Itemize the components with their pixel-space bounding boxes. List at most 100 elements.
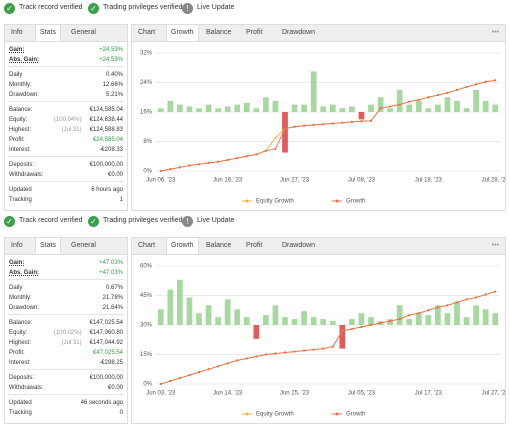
stat-value: €124,638.44 [89,117,123,123]
menu[interactable]: ••• [491,242,499,249]
tab[interactable]: Balance [206,29,232,36]
tab[interactable]: General [71,242,96,249]
menu[interactable]: ••• [491,29,499,36]
stat-value: €147,044.92 [89,340,123,346]
bar [339,325,346,349]
point [360,325,363,329]
tab[interactable]: General [71,29,96,36]
stat-note: (Jul 31) [61,340,82,346]
point [159,382,162,386]
separator [8,369,124,370]
point [360,120,363,123]
stat-value: 21.64% [102,305,123,311]
stat-value: -€298.25 [99,360,123,366]
tab[interactable]: Growth [166,25,199,41]
stat-label: Deposits: [9,375,35,381]
bar [473,305,479,325]
tab[interactable]: Chart [138,29,156,36]
stat-row: Gain: +24.59% [9,45,123,55]
stat-row: Balance: €124,585.04 [9,105,123,115]
bar [282,317,288,325]
stat-value: 6 hours ago [91,187,123,193]
bar [196,313,202,325]
point [341,121,344,124]
point [436,306,439,309]
stat-row: Equity: €124,638.44 (100.04%) [9,115,123,125]
bar [482,100,489,112]
bar [205,305,212,325]
y-tick-label: 0% [143,382,152,388]
point [379,321,382,325]
stat-row: Profit: €24,585.04 [9,135,123,145]
tab[interactable]: Growth [166,238,199,254]
separator [8,314,124,315]
stat-value: €124,585.04 [89,107,123,113]
point [427,309,430,312]
point [188,164,191,167]
stat-value: €100,000.00 [89,375,123,381]
tab[interactable]: Drawdown [282,242,316,249]
bar [291,319,298,325]
tab[interactable]: Balance [206,242,232,249]
bar [320,319,327,325]
tab[interactable]: Info [11,242,23,249]
bar [177,279,183,325]
bar [157,309,164,325]
stat-value: €47,025.54 [92,350,123,356]
separator [8,279,124,280]
bar [177,104,183,112]
tab[interactable]: Info [11,29,23,36]
stat-value: +24.59% [99,57,123,63]
point [303,124,306,127]
tab[interactable]: Profit [246,242,263,249]
bar [349,319,355,325]
tab-row: Chart Growth Balance Profit Drawdown ••• [132,238,505,255]
tab[interactable]: Drawdown [282,29,316,36]
point [475,83,478,86]
check-icon: ✓ [4,3,15,14]
bar [406,104,413,112]
y-tick-label: 32% [140,51,153,57]
stat-value: €0.00 [107,385,123,391]
point [245,357,248,360]
point [255,355,258,358]
stat-value: €24,585.04 [92,137,123,143]
point [159,169,162,173]
stat-label: Equity: [9,330,28,336]
info-icon: ! [182,216,193,227]
point [389,105,392,108]
tab[interactable]: Stats [35,238,61,254]
bar [435,104,441,112]
tab[interactable]: Chart [138,242,156,249]
legend-label: Growth [346,412,365,418]
point [369,119,373,122]
bar [435,305,441,325]
y-tick-label: 16% [140,110,153,116]
stat-row: Interest: -€208.33 [9,145,123,155]
legend-dot [245,199,249,203]
stat-label: Daily [9,285,23,291]
stat-label: Deposits: [9,162,35,168]
tab[interactable]: Stats [35,25,61,41]
tab[interactable]: Profit [246,29,263,36]
stat-row: Withdrawals: €0.00 [9,170,123,180]
stat-value: 21.78% [102,295,123,301]
point [245,155,248,158]
bar [425,315,432,325]
legend-dot [335,412,339,416]
check-icon: ✓ [4,216,15,227]
line [160,79,496,172]
stat-note: (100.04%) [53,117,82,123]
bar [377,97,384,112]
stats-box: Info Stats General Gain: +24.59% Abs. Gain: +2… [4,24,128,211]
stat-label: Updated [9,400,32,406]
stat-row: Highest: €147,044.92 (Jul 31) [9,338,123,348]
point [427,96,430,99]
legend-dot [335,199,339,203]
point [389,319,392,323]
point [236,359,239,362]
point [264,149,267,152]
bar [492,104,499,112]
point [274,352,277,355]
stat-row: Updated 6 hours ago [9,185,123,195]
